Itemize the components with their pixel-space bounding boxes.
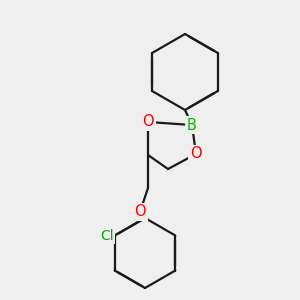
Text: O: O	[190, 146, 202, 161]
Text: O: O	[142, 115, 154, 130]
Text: Cl: Cl	[100, 229, 113, 242]
Text: B: B	[187, 118, 197, 133]
Text: O: O	[134, 205, 146, 220]
